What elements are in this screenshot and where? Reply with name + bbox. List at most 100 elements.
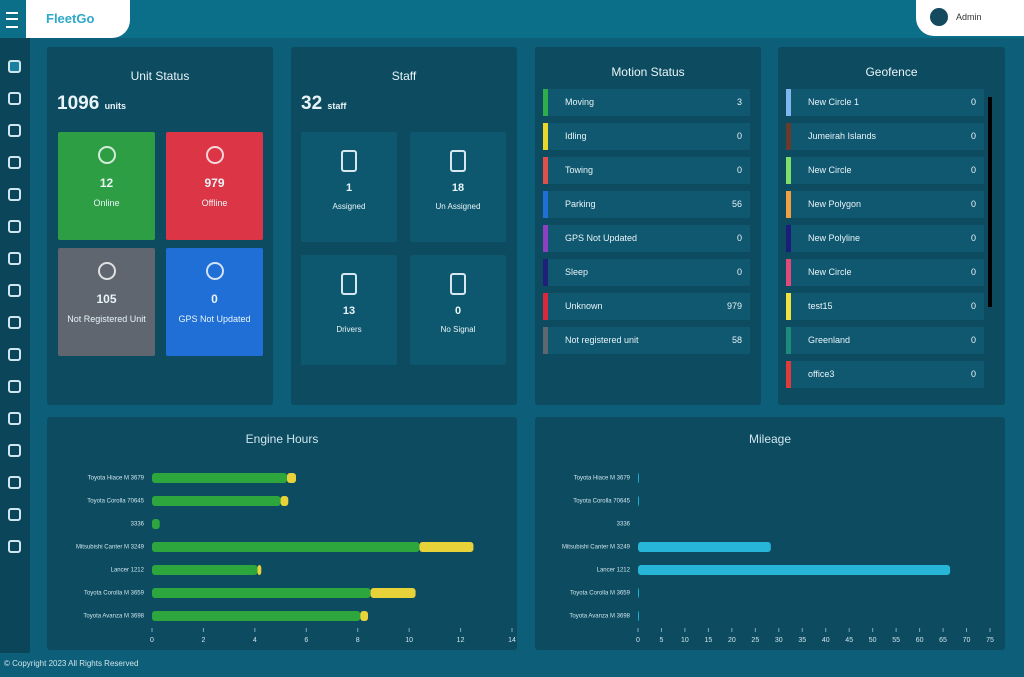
x-tick-label: 35 <box>798 637 806 644</box>
y-tick-label: Toyota Corolla 70645 <box>87 499 144 505</box>
nav-icon[interactable] <box>8 284 21 297</box>
row-value: 0 <box>970 301 976 311</box>
list-row[interactable]: test15 0 <box>786 293 984 320</box>
x-tick-label: 45 <box>845 637 853 644</box>
nav-icon[interactable] <box>8 252 21 265</box>
row-value: 0 <box>736 131 742 141</box>
bar <box>638 611 639 621</box>
list-row[interactable]: Towing 0 <box>543 157 750 184</box>
status-tile[interactable]: 105 Not Registered Unit <box>58 248 155 356</box>
x-tick-label: 55 <box>892 637 900 644</box>
staff-tile[interactable]: 13 Drivers <box>301 255 397 365</box>
list-row[interactable]: Greenland 0 <box>786 327 984 354</box>
row-color <box>786 157 791 184</box>
nav-icon[interactable] <box>8 188 21 201</box>
x-tick-label: 70 <box>963 637 971 644</box>
nav-icon[interactable] <box>8 348 21 361</box>
staff-tile[interactable]: 1 Assigned <box>301 132 397 242</box>
row-label: Moving <box>565 97 595 107</box>
list-row[interactable]: Not registered unit 58 <box>543 327 750 354</box>
row-value: 0 <box>970 131 976 141</box>
list-row[interactable]: Jumeirah Islands 0 <box>786 123 984 150</box>
row-color <box>786 259 791 286</box>
staff-tile[interactable]: 0 No Signal <box>410 255 506 365</box>
list-row[interactable]: Idling 0 <box>543 123 750 150</box>
nav-icon[interactable] <box>8 220 21 233</box>
nav-icon[interactable] <box>8 60 21 73</box>
x-tick-label: 60 <box>916 637 924 644</box>
row-color <box>543 157 548 184</box>
bar <box>152 565 258 575</box>
nav-icon[interactable] <box>8 508 21 521</box>
x-tick-label: 10 <box>681 637 689 644</box>
tile-value: 0 <box>211 292 218 306</box>
menu-button[interactable] <box>6 12 18 28</box>
status-tile[interactable]: 0 GPS Not Updated <box>166 248 263 356</box>
status-tile[interactable]: 12 Online <box>58 132 155 240</box>
list-row[interactable]: New Polyline 0 <box>786 225 984 252</box>
row-color <box>543 191 548 218</box>
nav-icon[interactable] <box>8 476 21 489</box>
list-row[interactable]: office3 0 <box>786 361 984 388</box>
nav-icon[interactable] <box>8 316 21 329</box>
nav-icon[interactable] <box>8 540 21 553</box>
row-color <box>543 259 548 286</box>
list-row[interactable]: GPS Not Updated 0 <box>543 225 750 252</box>
bar <box>152 496 281 506</box>
staff-panel: Staff 32 staff 1 Assigned 18 Un Assigned 13 D… <box>291 47 517 405</box>
list-row[interactable]: New Polygon 0 <box>786 191 984 218</box>
list-row[interactable]: Unknown 979 <box>543 293 750 320</box>
nav-icon[interactable] <box>8 380 21 393</box>
row-color <box>786 361 791 388</box>
user-box[interactable]: Admin <box>916 0 1024 36</box>
tile-icon <box>205 262 224 280</box>
row-value: 0 <box>736 165 742 175</box>
tile-value: 12 <box>99 176 114 190</box>
tile-label: Drivers <box>336 325 362 334</box>
row-label: Towing <box>565 165 594 175</box>
tile-icon <box>341 150 357 172</box>
y-tick-label: Toyota Hiace M 3679 <box>574 476 631 482</box>
tile-value: 979 <box>204 176 225 190</box>
x-tick-label: 12 <box>457 637 465 644</box>
status-tile[interactable]: 979 Offline <box>166 132 263 240</box>
row-label: New Circle <box>808 165 852 175</box>
row-value: 0 <box>970 369 976 379</box>
list-row[interactable]: Sleep 0 <box>543 259 750 286</box>
tile-label: Online <box>93 198 120 208</box>
nav-icon[interactable] <box>8 156 21 169</box>
bar <box>638 473 639 483</box>
x-tick-label: 14 <box>508 637 516 644</box>
tile-value: 0 <box>454 305 462 317</box>
nav-icon[interactable] <box>8 444 21 457</box>
list-row[interactable]: Moving 3 <box>543 89 750 116</box>
scrollbar[interactable] <box>988 97 992 307</box>
list-row[interactable]: Parking 56 <box>543 191 750 218</box>
list-row[interactable]: New Circle 0 <box>786 259 984 286</box>
row-color <box>543 123 548 150</box>
list-row[interactable]: New Circle 0 <box>786 157 984 184</box>
nav-icon[interactable] <box>8 412 21 425</box>
bar <box>280 496 289 506</box>
row-value: 3 <box>736 97 742 107</box>
motion-panel: Motion Status Moving 3 Idling 0 Towing 0 Parki… <box>535 47 761 405</box>
staff-tile[interactable]: 18 Un Assigned <box>410 132 506 242</box>
nav-icon[interactable] <box>8 92 21 105</box>
row-value: 0 <box>970 335 976 345</box>
geofence-panel: Geofence New Circle 1 0 Jumeirah Islands 0 N… <box>778 47 1005 405</box>
list-row[interactable]: New Circle 1 0 <box>786 89 984 116</box>
tile-label: Un Assigned <box>435 202 481 211</box>
tile-label: Assigned <box>332 202 366 211</box>
row-value: 0 <box>970 97 976 107</box>
nav-icon[interactable] <box>8 124 21 137</box>
y-tick-label: Toyota Corolla M 3659 <box>570 591 631 597</box>
tile-value: 105 <box>96 292 117 306</box>
chart-title: Mileage <box>749 432 791 446</box>
row-label: New Circle 1 <box>808 97 860 107</box>
total: 32 <box>301 93 323 114</box>
row-label: Greenland <box>808 335 851 345</box>
logo: FleetGo <box>46 11 95 26</box>
tile-label: GPS Not Updated <box>178 314 251 324</box>
x-tick-label: 20 <box>728 637 736 644</box>
